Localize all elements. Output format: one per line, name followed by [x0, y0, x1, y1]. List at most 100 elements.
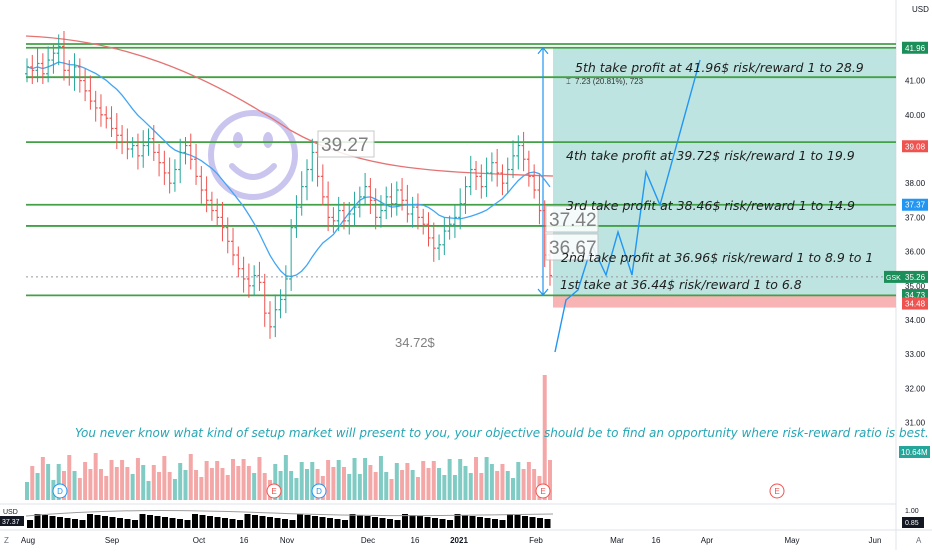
- volume-bar: [452, 475, 457, 500]
- indicator-bar: [147, 515, 153, 528]
- time-tick-label: 16: [652, 536, 661, 545]
- measure-arrow-head-top: [537, 46, 549, 55]
- indicator-bar: [192, 514, 198, 528]
- indicator-bar: [259, 516, 266, 528]
- indicator-bar: [297, 514, 303, 528]
- volume-bar: [405, 463, 410, 500]
- event-marker-label: E: [774, 487, 779, 496]
- volume-bar: [415, 477, 420, 500]
- indicator-bar: [102, 516, 108, 528]
- indicator-bar: [432, 518, 438, 528]
- indicator-bar: [87, 514, 93, 528]
- volume-bar: [246, 466, 251, 500]
- volume-bar: [468, 473, 473, 500]
- take-profit-note: 4th take profit at 39.72$ risk/reward 1 …: [566, 148, 855, 163]
- indicator-bar: [109, 517, 116, 528]
- volume-bar: [151, 465, 156, 500]
- time-tick-label: Dec: [361, 536, 375, 545]
- volume-bar: [162, 456, 167, 500]
- volume-bar: [252, 473, 257, 500]
- volume-bar: [278, 471, 283, 500]
- volume-bar: [410, 470, 415, 500]
- event-marker-label: E: [540, 487, 545, 496]
- time-tick-label: Nov: [280, 536, 294, 545]
- indicator-bar: [154, 516, 161, 528]
- indicator-bar: [522, 516, 528, 528]
- volume-bar: [373, 472, 378, 500]
- indicator-bar: [304, 515, 311, 528]
- volume-bar: [505, 471, 510, 500]
- annotation-text: You never know what kind of setup market…: [75, 426, 929, 440]
- level-label: 37.42: [549, 210, 597, 231]
- volume-bar: [421, 461, 426, 500]
- indicator-bar: [417, 516, 423, 528]
- volume-bar: [67, 455, 72, 500]
- indicator-bar: [424, 517, 431, 528]
- time-tick-label: 16: [411, 536, 420, 545]
- indicator-bar: [237, 520, 243, 528]
- volume-bar: [542, 375, 547, 500]
- volume-bar: [548, 460, 552, 500]
- volume-bar: [114, 467, 119, 500]
- event-marker-label: E: [271, 487, 276, 496]
- volume-bar: [516, 462, 521, 500]
- volume-bar: [532, 469, 537, 500]
- indicator-bar: [169, 518, 176, 528]
- event-marker-label: D: [57, 487, 63, 496]
- volume-bar: [241, 459, 246, 500]
- price-badge-label: 34.73: [905, 291, 926, 300]
- indicator-bar: [79, 520, 86, 528]
- volume-bar: [98, 469, 103, 500]
- volume-bar: [326, 460, 331, 500]
- indicator-bar: [229, 519, 236, 528]
- indicator-bar: [267, 517, 273, 528]
- indicator-bar: [214, 517, 221, 528]
- volume-bar: [389, 479, 394, 500]
- price-tick-label: 38.00: [905, 179, 926, 188]
- indicator-bar: [139, 514, 146, 528]
- event-marker: [52, 483, 68, 499]
- moving-average-red: [25, 35, 554, 177]
- volume-bar: [236, 466, 241, 500]
- volume-bar: [357, 474, 362, 500]
- indicator-bar: [537, 518, 543, 528]
- indicator-bar: [439, 519, 446, 528]
- volume-bar: [93, 453, 98, 500]
- volume-bar: [431, 461, 436, 500]
- price-badge: [902, 41, 928, 54]
- price-tick-label: 32.00: [905, 384, 926, 393]
- volume-bar: [188, 454, 193, 500]
- indicator-bar: [72, 519, 78, 528]
- volume-bar: [458, 459, 463, 500]
- indicator-bar: [177, 519, 183, 528]
- volume-bar: [500, 464, 505, 500]
- volume-bar: [25, 482, 29, 500]
- indicator-bar: [409, 515, 416, 528]
- indicator-bar: [27, 520, 33, 528]
- indicator-bar: [364, 516, 371, 528]
- volume-bar: [46, 464, 51, 500]
- volume-bar: [394, 463, 399, 500]
- volume-bar: [209, 468, 214, 500]
- price-tick-label: 41.00: [905, 77, 926, 86]
- volume-bar: [511, 478, 516, 500]
- smiley-right-eye: [263, 132, 273, 148]
- volume-bar: [294, 478, 299, 500]
- volume-bar: [442, 475, 447, 500]
- volume-bar: [521, 469, 526, 500]
- price-badge-label: 39.08: [905, 142, 926, 151]
- smiley-face-icon: [208, 110, 298, 200]
- indicator-bar: [199, 515, 206, 528]
- time-tick-label: Aug: [21, 536, 35, 545]
- indicator-bar: [274, 518, 281, 528]
- indicator-bar: [117, 518, 123, 528]
- price-tick-label: 35.00: [905, 282, 926, 291]
- measure-label: 7.23 (20.81%), 723: [575, 77, 644, 86]
- indicator-bar: [357, 515, 363, 528]
- indicator-bar: [477, 517, 483, 528]
- indicator-bar: [94, 515, 101, 528]
- indicator-bar: [312, 516, 318, 528]
- indicator-tick-label: 1.00: [905, 508, 919, 515]
- price-badge-label: 41.96: [905, 44, 926, 53]
